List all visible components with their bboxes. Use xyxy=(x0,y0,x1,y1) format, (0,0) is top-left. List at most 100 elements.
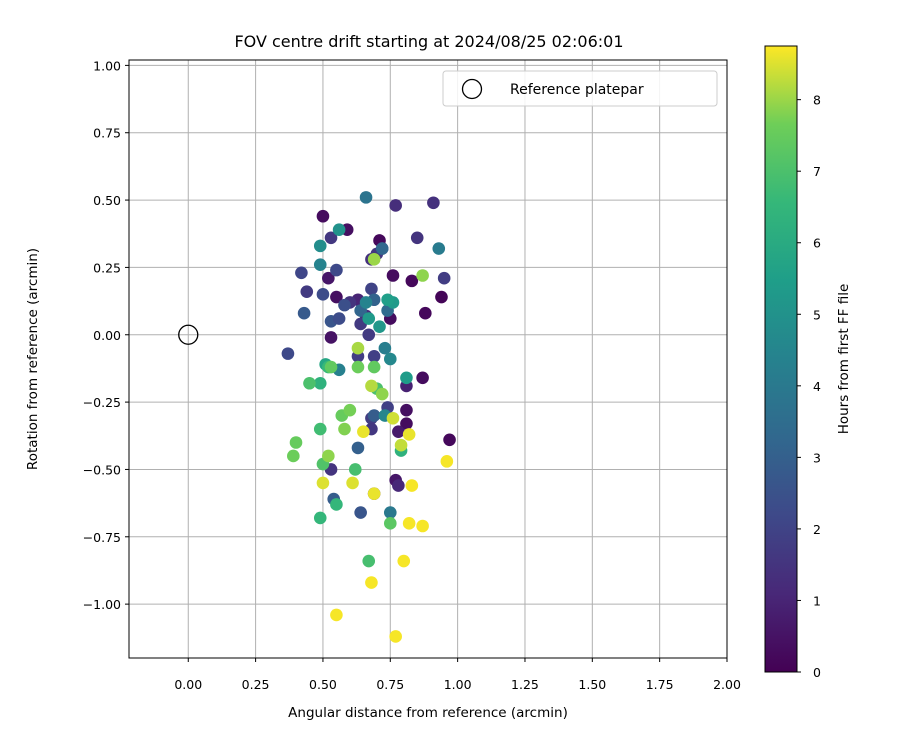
data-points xyxy=(281,191,456,643)
colorbar-ticks: 0 1 2 3 4 5 6 7 8 xyxy=(797,93,821,680)
data-point xyxy=(338,298,351,312)
grid xyxy=(129,60,728,658)
data-point xyxy=(365,379,378,393)
plot-frame xyxy=(128,59,728,659)
data-point xyxy=(332,312,346,325)
y-tick-label: 0.25 xyxy=(93,260,121,275)
data-point xyxy=(322,449,335,463)
data-point xyxy=(351,341,365,355)
x-tick-label: 2.00 xyxy=(713,677,741,692)
data-point xyxy=(351,441,365,455)
colorbar-tick-label: 5 xyxy=(813,307,821,322)
legend-marker xyxy=(461,78,483,100)
data-point xyxy=(383,352,397,366)
colorbar-tick-label: 4 xyxy=(813,379,821,394)
data-point xyxy=(351,360,365,374)
data-point xyxy=(375,387,389,401)
legend: Reference platepar xyxy=(442,70,718,107)
data-point xyxy=(362,312,376,325)
data-point xyxy=(397,554,411,568)
data-point xyxy=(330,608,343,622)
data-point xyxy=(419,306,432,320)
y-tick-label: −0.25 xyxy=(83,395,121,410)
colorbar-tick-label: 6 xyxy=(813,236,821,251)
data-point xyxy=(392,425,405,439)
data-point xyxy=(303,376,316,390)
data-point xyxy=(383,506,397,519)
y-tick-label: −0.50 xyxy=(83,462,121,477)
colorbar: 0 1 2 3 4 5 6 7 8 Hours from first FF file xyxy=(764,45,852,680)
y-axis-label: Rotation from reference (arcmin) xyxy=(25,248,41,470)
data-point xyxy=(367,360,381,374)
data-point xyxy=(324,231,338,245)
data-point xyxy=(405,274,419,288)
data-point xyxy=(386,411,400,425)
data-point xyxy=(362,554,376,568)
colorbar-tick-label: 7 xyxy=(813,164,821,179)
data-point xyxy=(375,242,389,255)
x-axis-ticks: 0.00 0.25 0.50 0.75 1.00 1.25 1.50 1.75 2.00 xyxy=(174,658,741,692)
data-point xyxy=(435,290,448,304)
data-point xyxy=(338,422,351,436)
data-point xyxy=(437,271,451,285)
data-point xyxy=(400,371,413,385)
data-point xyxy=(394,438,408,452)
colorbar-label: Hours from first FF file xyxy=(836,284,852,435)
x-axis-label: Angular distance from reference (arcmin) xyxy=(288,705,568,721)
data-point xyxy=(405,479,419,492)
data-point xyxy=(362,328,376,342)
colorbar-tick-label: 1 xyxy=(813,593,821,608)
data-point xyxy=(281,347,295,360)
legend-label: Reference platepar xyxy=(510,82,644,98)
x-tick-label: 1.25 xyxy=(511,677,539,692)
data-point xyxy=(416,371,429,385)
data-point xyxy=(432,242,446,255)
data-point xyxy=(316,209,330,223)
data-point xyxy=(440,455,454,468)
data-point xyxy=(330,498,343,511)
x-tick-label: 0.50 xyxy=(309,677,337,692)
y-tick-label: 1.00 xyxy=(93,58,121,73)
data-point xyxy=(332,223,346,237)
y-tick-label: 0.75 xyxy=(93,126,121,141)
data-point xyxy=(383,517,397,530)
data-point xyxy=(324,360,338,374)
data-point xyxy=(389,630,402,643)
data-point xyxy=(392,479,405,492)
data-point xyxy=(346,476,359,490)
data-point xyxy=(313,422,327,436)
data-point xyxy=(359,296,373,309)
data-point xyxy=(287,449,300,463)
data-point xyxy=(389,199,402,212)
data-point xyxy=(402,428,416,441)
data-point xyxy=(348,463,362,476)
colorbar-tick-label: 8 xyxy=(813,93,821,108)
data-point xyxy=(365,576,378,589)
y-tick-label: 0.50 xyxy=(93,193,121,208)
data-point xyxy=(313,258,327,272)
data-point xyxy=(367,253,381,266)
x-tick-label: 1.00 xyxy=(444,677,472,692)
data-point xyxy=(295,266,308,280)
data-point xyxy=(300,285,314,298)
reference-platepar-point xyxy=(178,324,199,345)
y-axis-ticks: 1.00 0.75 0.50 0.25 0.00 −0.25 −0.50 −0.75 −1.00 xyxy=(83,58,129,612)
data-point xyxy=(367,487,381,500)
data-point xyxy=(330,290,343,304)
x-tick-label: 1.50 xyxy=(578,677,606,692)
legend-box xyxy=(442,70,718,107)
data-point xyxy=(313,511,327,525)
data-point xyxy=(316,288,330,301)
data-point xyxy=(427,196,440,210)
data-point xyxy=(357,425,370,439)
data-point xyxy=(322,271,335,285)
data-point xyxy=(367,350,381,363)
data-point xyxy=(378,341,392,355)
colorbar-tick-label: 3 xyxy=(813,450,821,465)
data-point xyxy=(373,320,386,333)
data-point xyxy=(289,436,303,449)
data-point xyxy=(297,306,311,320)
data-point xyxy=(324,331,338,344)
chart-title: FOV centre drift starting at 2024/08/25 … xyxy=(234,32,623,51)
